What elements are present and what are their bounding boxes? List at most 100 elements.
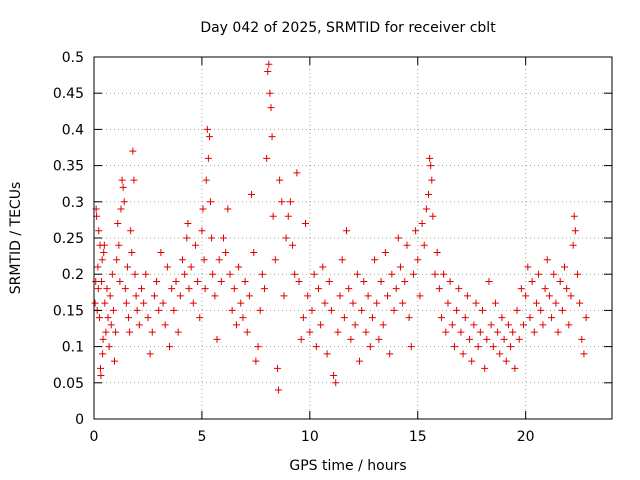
data-point (371, 256, 379, 264)
data-point (448, 321, 456, 329)
data-point (261, 285, 269, 293)
data-point (284, 212, 292, 220)
data-point (250, 248, 258, 256)
data-point (360, 277, 368, 285)
data-point (265, 60, 273, 68)
data-point (115, 241, 123, 249)
x-tick-label: 20 (517, 429, 535, 445)
data-point (187, 263, 195, 271)
data-point (543, 256, 551, 264)
data-point (96, 364, 104, 372)
data-point (148, 328, 156, 336)
data-point (282, 234, 290, 242)
data-point (211, 292, 219, 300)
data-point (215, 256, 223, 264)
data-point (252, 357, 260, 365)
data-point (276, 176, 284, 184)
data-point (353, 270, 361, 278)
data-point (308, 306, 316, 314)
data-point (220, 234, 227, 242)
data-point (401, 277, 409, 285)
x-axis-label: GPS time / hours (289, 458, 406, 474)
data-point (528, 277, 536, 285)
data-point (498, 314, 506, 322)
data-point (204, 154, 212, 162)
data-point (201, 285, 209, 293)
data-point (526, 314, 534, 322)
data-point (159, 299, 167, 307)
data-point (117, 205, 125, 213)
data-point (317, 321, 325, 329)
data-point (437, 314, 445, 322)
data-point (517, 285, 525, 293)
data-point (98, 277, 106, 285)
data-point (118, 176, 126, 184)
data-point (106, 292, 114, 300)
data-point (142, 270, 150, 278)
data-point (455, 285, 463, 293)
data-point (209, 270, 217, 278)
data-point (199, 205, 207, 213)
data-point (440, 270, 448, 278)
data-point (321, 299, 329, 307)
data-point (94, 263, 102, 271)
y-tick-label: 0.35 (53, 159, 84, 175)
data-point (155, 306, 163, 314)
data-point (390, 306, 398, 314)
data-point (217, 277, 225, 285)
data-point (446, 277, 454, 285)
data-point (524, 263, 532, 271)
data-point (94, 285, 102, 293)
data-point (130, 176, 138, 184)
data-point (427, 162, 435, 170)
data-point (295, 277, 303, 285)
data-point (153, 277, 161, 285)
data-point (548, 314, 556, 322)
data-point (176, 292, 184, 300)
data-point (347, 335, 355, 343)
data-point (133, 306, 141, 314)
data-point (126, 328, 134, 336)
data-point (267, 104, 275, 112)
data-point (343, 227, 351, 235)
data-point (194, 277, 202, 285)
data-point (98, 256, 106, 264)
data-point (264, 67, 272, 75)
data-point (293, 169, 301, 177)
data-point (541, 285, 549, 293)
data-point (442, 328, 450, 336)
data-point (150, 292, 158, 300)
data-point (399, 299, 407, 307)
data-point (494, 328, 502, 336)
data-point (535, 270, 543, 278)
data-point (426, 154, 434, 162)
data-point (104, 314, 112, 322)
data-point (299, 314, 307, 322)
data-point (502, 357, 510, 365)
data-point (127, 227, 135, 235)
data-point (248, 191, 256, 199)
data-point (433, 248, 441, 256)
chart-title: Day 042 of 2025, SRMTID for receiver cbl… (200, 20, 496, 36)
data-point (304, 292, 312, 300)
data-point (174, 328, 182, 336)
data-point (515, 335, 523, 343)
y-tick-label: 0.5 (62, 50, 84, 66)
data-point (582, 314, 590, 322)
data-point (340, 314, 348, 322)
y-tick-label: 0.2 (62, 267, 84, 283)
data-point (119, 183, 127, 191)
data-point (226, 270, 234, 278)
data-point (232, 321, 240, 329)
data-point (228, 306, 236, 314)
y-tick-label: 0.4 (62, 122, 84, 138)
data-point (100, 248, 108, 256)
data-point (184, 220, 192, 228)
data-point (530, 328, 538, 336)
data-point (207, 198, 215, 206)
data-point (235, 263, 243, 271)
data-point (489, 343, 497, 351)
data-point (140, 299, 148, 307)
data-point (191, 241, 199, 249)
data-point (481, 364, 489, 372)
